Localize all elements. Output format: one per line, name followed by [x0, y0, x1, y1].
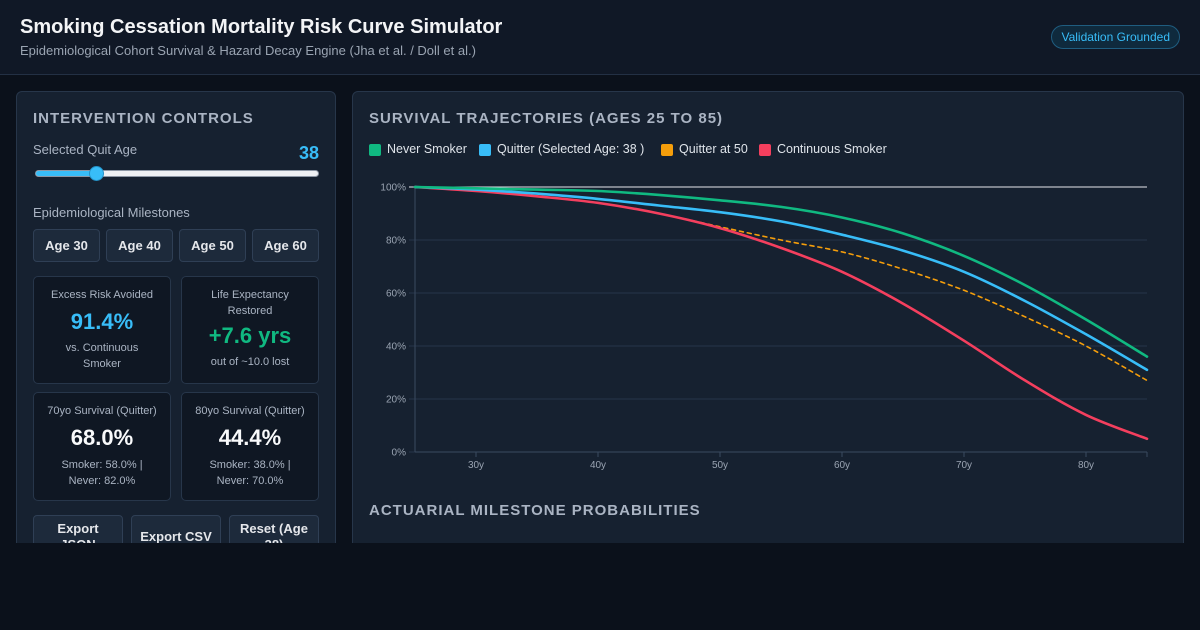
x-tick-label: 80y: [1078, 460, 1094, 471]
y-tick-label: 20%: [386, 395, 406, 406]
chart-title: SURVIVAL TRAJECTORIES (AGES 25 TO 85): [369, 110, 724, 127]
x-tick-label: 30y: [468, 460, 484, 471]
milestones-label: Epidemiological Milestones: [33, 205, 190, 220]
export-json-button[interactable]: Export JSON: [33, 515, 123, 543]
quitter-selected-line: [413, 185, 1149, 372]
legend-label-quitter-50: Quitter at 50: [679, 142, 748, 156]
life-expectancy-value: +7.6 yrs: [208, 323, 292, 348]
legend-label-never-smoker: Never Smoker: [387, 142, 467, 156]
legend-swatch-never-smoker: [369, 144, 381, 156]
y-tick-label: 60%: [386, 289, 406, 300]
y-tick-label: 80%: [386, 236, 406, 247]
age-50-button[interactable]: Age 50: [179, 229, 246, 262]
x-tick-label: 40y: [590, 460, 606, 471]
life-expectancy-sub: out of ~10.0 lost: [210, 356, 290, 368]
survival-70-sub: Smoker: 58.0% | Never: 82.0%: [61, 459, 143, 487]
survival-70-label: 70yo Survival (Quitter): [47, 405, 157, 417]
legend-swatch-continuous-smoker: [759, 144, 771, 156]
app-header: Smoking Cessation Mortality Risk Curve S…: [0, 0, 1200, 75]
life-expectancy-label: Life Expectancy Restored: [211, 289, 289, 317]
app-subtitle: Epidemiological Cohort Survival & Hazard…: [20, 43, 476, 58]
survival-chart: 0% 20% 40% 60% 80% 100% 30y 40y 50y 60y 70y 80y: [380, 183, 1149, 471]
survival-80-label: 80yo Survival (Quitter): [195, 405, 305, 417]
x-tick-label: 60y: [834, 460, 850, 471]
survival-70-value: 68.0%: [70, 425, 134, 450]
excess-risk-sub: vs. Continuous Smoker: [65, 342, 139, 370]
legend-selected-age: 38: [622, 142, 637, 156]
excess-risk-label: Excess Risk Avoided: [51, 289, 153, 301]
age-40-button[interactable]: Age 40: [106, 229, 173, 262]
y-tick-label: 0%: [392, 448, 407, 459]
quit-age-slider-thumb[interactable]: [89, 166, 105, 181]
quit-age-value: 38: [298, 143, 319, 163]
intervention-controls-panel: INTERVENTION CONTROLS Selected Quit Age …: [16, 91, 336, 543]
controls-title: INTERVENTION CONTROLS: [33, 110, 254, 127]
survival-80-card: 80yo Survival (Quitter) 44.4% Smoker: 38…: [181, 392, 319, 501]
survival-chart-panel: SURVIVAL TRAJECTORIES (AGES 25 TO 85) Ne…: [352, 91, 1184, 543]
survival-80-value: 44.4%: [218, 425, 282, 450]
milestone-probabilities-title: ACTUARIAL MILESTONE PROBABILITIES: [369, 502, 701, 519]
validation-badge: Validation Grounded: [1051, 25, 1180, 49]
age-60-button[interactable]: Age 60: [252, 229, 319, 262]
legend-swatch-quitter-50: [661, 144, 673, 156]
x-tick-label: 50y: [712, 460, 728, 471]
survival-80-sub: Smoker: 38.0% | Never: 70.0%: [209, 459, 291, 487]
quit-age-slider-track[interactable]: [35, 170, 319, 177]
y-tick-label: 100%: [380, 183, 406, 194]
y-tick-label: 40%: [386, 342, 406, 353]
life-expectancy-card: Life Expectancy Restored +7.6 yrs out of…: [181, 276, 319, 384]
x-tick-label: 70y: [956, 460, 972, 471]
quit-age-label: Selected Quit Age: [33, 142, 138, 157]
legend-swatch-quitter-selected: [479, 144, 491, 156]
quit-age-slider-fill: [36, 171, 98, 176]
continuous-smoker-line: [413, 185, 1149, 441]
reset-button[interactable]: Reset (Age 38): [229, 515, 319, 543]
export-csv-button[interactable]: Export CSV: [131, 515, 221, 543]
legend-label-continuous-smoker: Continuous Smoker: [777, 142, 887, 156]
quitter-50-line: [414, 186, 1148, 382]
app-title: Smoking Cessation Mortality Risk Curve S…: [20, 16, 503, 38]
legend-label-quitter-selected: Quitter (Selected Age:: [497, 142, 620, 156]
never-smoker-line: [413, 185, 1149, 358]
excess-risk-card: Excess Risk Avoided 91.4% vs. Continuous…: [33, 276, 171, 384]
age-30-button[interactable]: Age 30: [33, 229, 100, 262]
excess-risk-value: 91.4%: [70, 309, 134, 334]
main-content: INTERVENTION CONTROLS Selected Quit Age …: [0, 75, 1200, 543]
survival-70-card: 70yo Survival (Quitter) 68.0% Smoker: 58…: [33, 392, 171, 501]
legend-label-suffix: ): [640, 142, 645, 156]
